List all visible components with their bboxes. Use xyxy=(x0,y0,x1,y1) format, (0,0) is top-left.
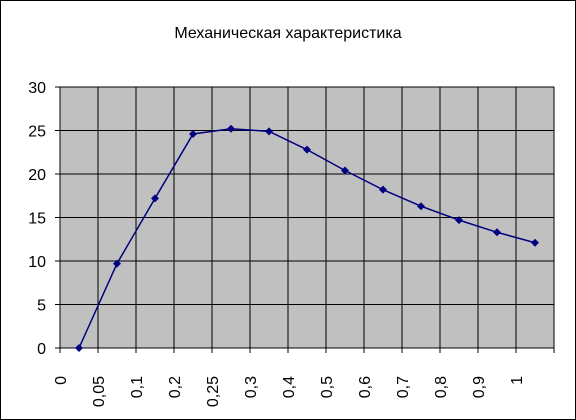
x-tick-label: 0 xyxy=(53,376,70,385)
marker xyxy=(341,166,349,175)
y-tick-label: 10 xyxy=(28,254,46,271)
x-tick-label: 0,9 xyxy=(471,376,488,398)
marker xyxy=(493,228,501,237)
marker xyxy=(113,259,121,268)
x-tick-label: 1 xyxy=(509,376,526,385)
x-tick-label: 0,7 xyxy=(395,376,412,398)
x-tick-label: 0,2 xyxy=(167,376,184,398)
x-tick-label: 0,1 xyxy=(129,376,146,398)
marker xyxy=(265,127,273,136)
x-tick-label: 0,5 xyxy=(319,376,336,398)
x-tick-label: 0,4 xyxy=(281,376,298,398)
marker xyxy=(189,129,197,138)
y-tick-label: 15 xyxy=(28,211,46,228)
marker xyxy=(227,124,235,133)
x-tick-label: 0,05 xyxy=(91,376,108,407)
y-tick-label: 0 xyxy=(37,341,46,358)
x-tick-label: 0,3 xyxy=(243,376,260,398)
marker xyxy=(75,344,83,352)
marker xyxy=(455,216,463,225)
marker xyxy=(417,202,425,211)
x-tick-label: 0,6 xyxy=(357,376,374,398)
y-tick-label: 20 xyxy=(28,167,46,184)
y-tick-label: 25 xyxy=(28,124,46,141)
x-tick-label: 0,8 xyxy=(433,376,450,398)
chart-title: Механическая характеристика xyxy=(174,25,401,42)
y-tick-label: 5 xyxy=(37,298,46,315)
marker xyxy=(303,145,311,154)
marker xyxy=(151,194,159,203)
x-tick-label: 0,25 xyxy=(205,376,222,407)
marker xyxy=(531,238,539,247)
marker xyxy=(379,185,387,194)
y-tick-label: 30 xyxy=(28,80,46,97)
